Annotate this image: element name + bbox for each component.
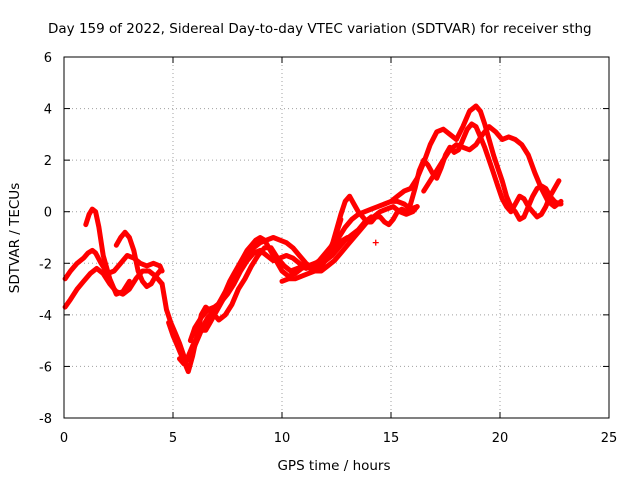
y-axis-label: SDTVAR / TECUs	[7, 183, 23, 293]
data-series-track-j	[329, 121, 562, 248]
outlier-point	[372, 239, 379, 246]
axis-ticks	[63, 56, 610, 419]
x-tick-labels: 0 5 10 15 20 25	[60, 431, 617, 446]
data-series-track-l	[421, 124, 564, 210]
data-series-track-c	[83, 206, 132, 297]
data-series-track-k	[388, 103, 564, 222]
y-tick-label: -4	[39, 309, 52, 324]
y-tick-labels: -8 -6 -4 -2 0 2 4 6	[39, 51, 52, 427]
y-tick-label: 6	[44, 51, 52, 66]
y-tick-label: -2	[39, 257, 52, 272]
x-tick-label: 10	[274, 431, 291, 446]
y-tick-label: -8	[39, 412, 52, 427]
data-series-track-h	[187, 198, 420, 344]
x-tick-label: 15	[383, 431, 400, 446]
chart-title: Day 159 of 2022, Sidereal Day-to-day VTE…	[48, 21, 592, 37]
y-tick-label: 0	[44, 206, 52, 221]
y-tick-label: -6	[39, 360, 52, 375]
data-series-track-g	[177, 214, 374, 367]
x-tick-label: 5	[169, 431, 177, 446]
data-series-track-d	[113, 229, 163, 289]
data-series-track-a	[62, 247, 165, 282]
grid-lines	[64, 57, 609, 418]
data-series-layer	[62, 103, 564, 375]
data-series-track-i	[279, 204, 420, 284]
y-tick-label: 4	[44, 103, 52, 118]
x-tick-label: 0	[60, 431, 68, 446]
x-tick-label: 20	[492, 431, 509, 446]
plot-frame	[63, 56, 610, 419]
x-axis-label: GPS time / hours	[277, 458, 390, 474]
y-tick-label: 2	[44, 154, 52, 169]
x-tick-label: 25	[601, 431, 618, 446]
